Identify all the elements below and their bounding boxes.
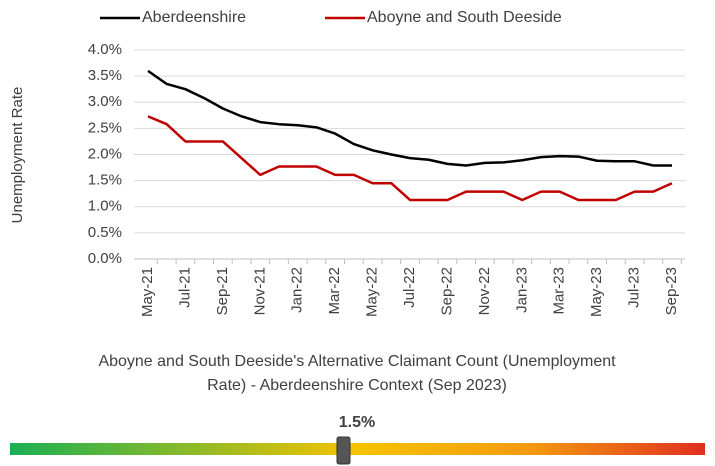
- x-tick-label: Sep-22: [438, 267, 455, 315]
- x-tick-label: Mar-22: [326, 267, 343, 315]
- series-line: [147, 115, 673, 202]
- x-tick-label: Jul-22: [401, 267, 418, 308]
- x-tick-label: Jan-23: [513, 267, 530, 313]
- y-tick-label: 2.0%: [88, 145, 122, 162]
- x-tick-label: Nov-21: [251, 267, 268, 315]
- legend-label: Aberdeenshire: [142, 9, 246, 26]
- x-tick-label: May-22: [364, 267, 381, 317]
- x-tick-label: Jul-21: [176, 267, 193, 308]
- x-tick-label: Jul-23: [626, 267, 643, 308]
- y-tick-label: 0.5%: [88, 224, 122, 241]
- caption: Rate) - Aberdeenshire Context (Sep 2023): [207, 377, 507, 394]
- x-tick-label: Nov-22: [476, 267, 493, 315]
- x-tick-label: Mar-23: [551, 267, 568, 315]
- series-line: [147, 69, 672, 167]
- x-tick-label: Sep-21: [214, 267, 231, 315]
- y-tick-label: 1.0%: [88, 198, 122, 215]
- y-tick-label: 0.0%: [88, 250, 122, 267]
- x-tick-label: May-21: [139, 267, 156, 317]
- x-tick-label: May-23: [588, 267, 605, 317]
- y-tick-label: 1.5%: [88, 172, 122, 189]
- y-axis-title: Unemployment Rate: [9, 87, 26, 224]
- x-tick-label: Jan-22: [289, 267, 306, 313]
- y-tick-label: 2.5%: [88, 119, 122, 136]
- legend-label: Aboyne and South Deeside: [367, 9, 562, 26]
- caption: Aboyne and South Deeside's Alternative C…: [98, 353, 616, 370]
- gauge-marker: [336, 436, 351, 465]
- gauge-label: 1.5%: [339, 414, 375, 431]
- x-tick-label: Sep-23: [663, 267, 680, 315]
- y-tick-label: 3.5%: [88, 67, 122, 84]
- y-tick-label: 3.0%: [88, 93, 122, 110]
- gauge-bar: [10, 443, 705, 455]
- y-tick-label: 4.0%: [88, 41, 122, 58]
